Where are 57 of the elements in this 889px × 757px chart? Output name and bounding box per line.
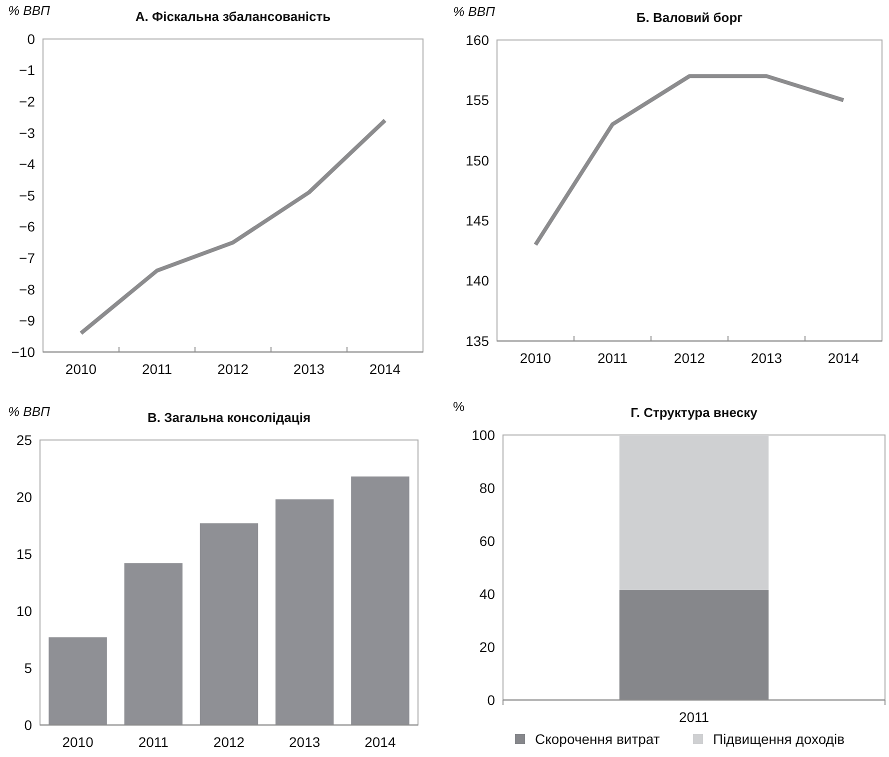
x-tick-label: 2011 <box>678 709 710 725</box>
y-tick-label: 15 <box>16 546 32 562</box>
y-tick-label: 0 <box>27 30 36 47</box>
y-axis-title: % ВВП <box>8 3 51 18</box>
y-tick-label: 0 <box>24 716 32 733</box>
y-tick-label: 155 <box>466 92 490 108</box>
x-tick-label: 2011 <box>138 734 169 750</box>
y-tick-label: −1 <box>19 62 36 78</box>
x-tick-label: 2014 <box>364 734 396 750</box>
y-tick-label: −2 <box>19 94 36 110</box>
y-tick-label: −4 <box>19 156 36 172</box>
y-tick-label: −8 <box>19 281 36 298</box>
x-tick-label: 2014 <box>828 350 860 366</box>
x-tick-label: 2014 <box>369 361 401 377</box>
y-tick-label: 160 <box>466 32 490 48</box>
x-tick-label: 2010 <box>65 361 97 377</box>
y-tick-label: 20 <box>16 488 32 505</box>
x-tick-label: 2012 <box>674 350 706 366</box>
y-tick-label: 60 <box>479 532 496 549</box>
y-tick-label: 40 <box>479 586 496 602</box>
y-tick-label: 80 <box>479 480 496 496</box>
y-tick-label: −6 <box>19 218 36 235</box>
y-tick-label: 145 <box>466 212 490 228</box>
y-tick-label: 10 <box>16 602 32 619</box>
x-tick-label: 2010 <box>520 350 552 366</box>
x-tick-label: 2010 <box>62 734 94 750</box>
y-tick-label: 20 <box>479 638 496 655</box>
x-tick-label: 2013 <box>750 350 782 366</box>
x-tick-label: 2012 <box>217 361 249 377</box>
x-tick-label: 2013 <box>293 361 325 377</box>
y-tick-label: 0 <box>487 692 496 708</box>
y-tick-label: 135 <box>466 332 490 349</box>
x-tick-label: 2011 <box>597 350 628 366</box>
legend-label: Скорочення витрат <box>535 731 660 747</box>
y-tick-label: 140 <box>466 272 490 289</box>
y-tick-label: 5 <box>24 660 32 676</box>
y-axis-title: % ВВП <box>8 404 51 419</box>
chart-title: А. Фіскальна збалансованість <box>135 9 331 24</box>
chart-title: Г. Структура внеску <box>630 405 758 420</box>
x-tick-label: 2011 <box>142 361 172 377</box>
x-tick-label: 2013 <box>289 734 320 750</box>
chart-title: В. Загальна консолідація <box>147 410 311 425</box>
y-tick-label: 100 <box>472 426 496 443</box>
y-tick-label: 150 <box>466 152 490 168</box>
y-axis-title: % <box>453 399 465 414</box>
line-series <box>534 74 846 247</box>
line-series <box>79 118 387 336</box>
y-axis-title: % ВВП <box>453 4 496 19</box>
y-tick-label: −10 <box>11 344 36 360</box>
y-tick-label: −7 <box>19 250 36 266</box>
y-tick-label: 25 <box>16 432 32 448</box>
y-tick-label: −9 <box>19 312 36 329</box>
x-tick-label: 2012 <box>213 734 245 750</box>
y-tick-label: −3 <box>19 124 36 141</box>
chart-title: Б. Валовий борг <box>636 10 744 25</box>
legend-label: Підвищення доходів <box>713 731 845 747</box>
y-tick-label: −5 <box>19 187 36 204</box>
